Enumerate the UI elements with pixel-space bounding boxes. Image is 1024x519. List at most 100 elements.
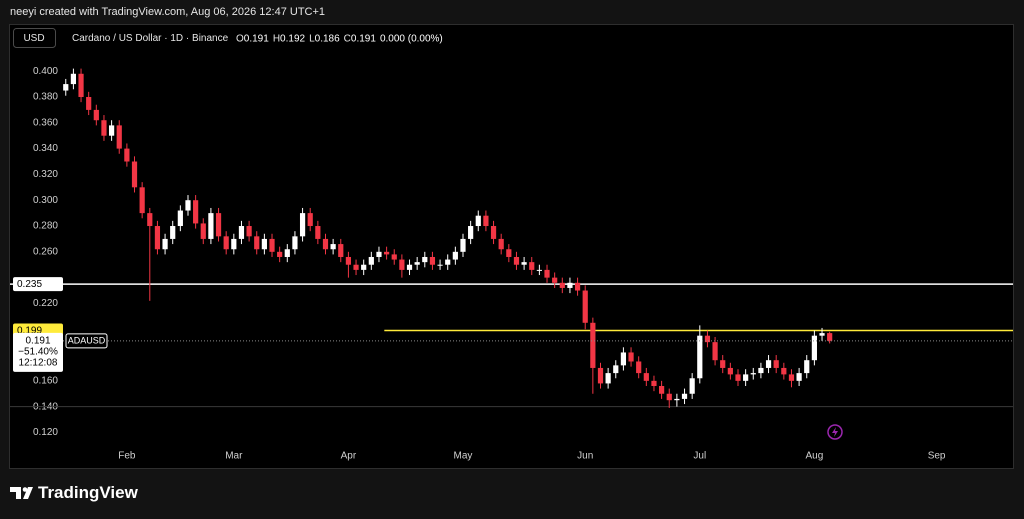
- candle-body: [177, 210, 183, 227]
- candle-body: [521, 262, 527, 265]
- candle-body: [399, 259, 405, 270]
- ohlc-key: C: [344, 33, 351, 44]
- candle-body: [796, 373, 802, 381]
- candle-body: [613, 365, 619, 374]
- candle-body: [574, 282, 581, 291]
- candle-body: [773, 360, 779, 368]
- candle-body: [238, 226, 245, 239]
- candle-body: [162, 238, 168, 250]
- x-tick-label: Feb: [118, 451, 136, 462]
- price-tag-label: 0.235: [17, 279, 42, 290]
- candle-body: [513, 256, 520, 265]
- candle-body: [131, 161, 138, 188]
- candle-body: [414, 262, 420, 265]
- last-price-box: [13, 332, 63, 372]
- candle-body: [666, 393, 672, 401]
- candle-body: [170, 226, 176, 239]
- candle-body: [429, 256, 436, 265]
- candle-body: [261, 238, 267, 250]
- alert-ring[interactable]: [827, 424, 843, 440]
- candle-body: [804, 360, 810, 374]
- candle-body: [86, 96, 92, 110]
- y-tick-label: 0.320: [33, 169, 58, 180]
- candle-body: [827, 333, 833, 341]
- currency[interactable]: USD: [23, 33, 44, 44]
- candle-body: [139, 187, 145, 214]
- x-tick-label: May: [454, 451, 473, 462]
- logo-dot: [22, 487, 28, 492]
- candle-body: [437, 264, 443, 266]
- ohlc-change: 0.000 (0.00%): [380, 33, 443, 44]
- candle-body: [727, 367, 733, 375]
- credit-line: neeyi created with TradingView.com, Aug …: [10, 6, 325, 18]
- chart-panel: [9, 24, 1014, 469]
- candle-body: [452, 251, 458, 260]
- candle-body: [353, 264, 359, 270]
- logo-slash: [23, 487, 33, 499]
- candle-body: [620, 352, 627, 366]
- candle-body: [529, 262, 535, 270]
- candle-body: [292, 236, 298, 250]
- candle-body: [743, 374, 749, 381]
- candle-body: [406, 264, 413, 270]
- candle-body: [781, 367, 787, 375]
- symbol: ADAUSD: [68, 336, 106, 346]
- y-tick-label: 0.120: [33, 427, 58, 438]
- ohlc-legend: O0.191 H0.192 L0.186 C0.191 0.000 (0.00%): [236, 33, 443, 44]
- last-change: −51.40%: [18, 346, 58, 357]
- candle-body: [628, 352, 634, 362]
- candle-body: [223, 236, 229, 250]
- price-tag: [13, 277, 63, 292]
- candle-body: [651, 380, 657, 387]
- candle-body: [246, 226, 252, 237]
- footer-logo: TradingView: [10, 483, 139, 502]
- candle-body: [559, 282, 565, 288]
- candle-body: [490, 226, 497, 239]
- currency-box[interactable]: [13, 28, 56, 48]
- candle-body: [697, 335, 703, 379]
- candle-body: [819, 333, 825, 336]
- y-tick-label: 0.220: [33, 298, 58, 309]
- candle-body: [70, 73, 77, 85]
- candle-body: [735, 374, 741, 381]
- candle-body: [483, 215, 489, 227]
- candle-body: [712, 342, 718, 361]
- candle-body: [552, 277, 558, 283]
- y-tick-label: 0.360: [33, 117, 58, 128]
- candle-body: [185, 200, 191, 211]
- y-tick-label: 0.380: [33, 92, 58, 103]
- alert-icon[interactable]: [827, 424, 843, 440]
- candle-body: [674, 398, 680, 401]
- candle-body: [315, 226, 321, 239]
- x-tick-label: Apr: [341, 451, 357, 462]
- y-tick-label: 0.400: [33, 66, 58, 77]
- ohlc-key: H: [273, 33, 280, 44]
- x-tick-label: Jun: [577, 451, 593, 462]
- candle-body: [536, 269, 542, 271]
- y-tick-label: 0.340: [33, 143, 58, 154]
- symbol-box: [65, 333, 108, 349]
- countdown: 12:12:08: [19, 357, 58, 368]
- logo-mark: [10, 487, 21, 499]
- candle-body: [720, 360, 726, 368]
- candle-body: [345, 256, 352, 265]
- candle-body: [361, 264, 367, 270]
- candle-body: [704, 335, 711, 343]
- candle-body: [78, 73, 84, 97]
- candle-body: [750, 373, 756, 375]
- last-price: 0.191: [25, 335, 50, 346]
- x-tick-label: Sep: [928, 451, 946, 462]
- candle-body: [376, 251, 382, 257]
- price-tag-label: 0.199: [17, 326, 42, 337]
- candle-body: [124, 148, 130, 162]
- candle-body: [231, 238, 237, 250]
- candle-body: [269, 238, 275, 252]
- candle-body: [758, 367, 764, 374]
- ohlc-value: 0.191: [244, 33, 269, 44]
- alert-bolt[interactable]: [832, 427, 838, 437]
- candle-body: [338, 244, 344, 257]
- candle-body: [597, 367, 604, 384]
- candle-body: [460, 238, 466, 252]
- candle-body: [391, 254, 397, 260]
